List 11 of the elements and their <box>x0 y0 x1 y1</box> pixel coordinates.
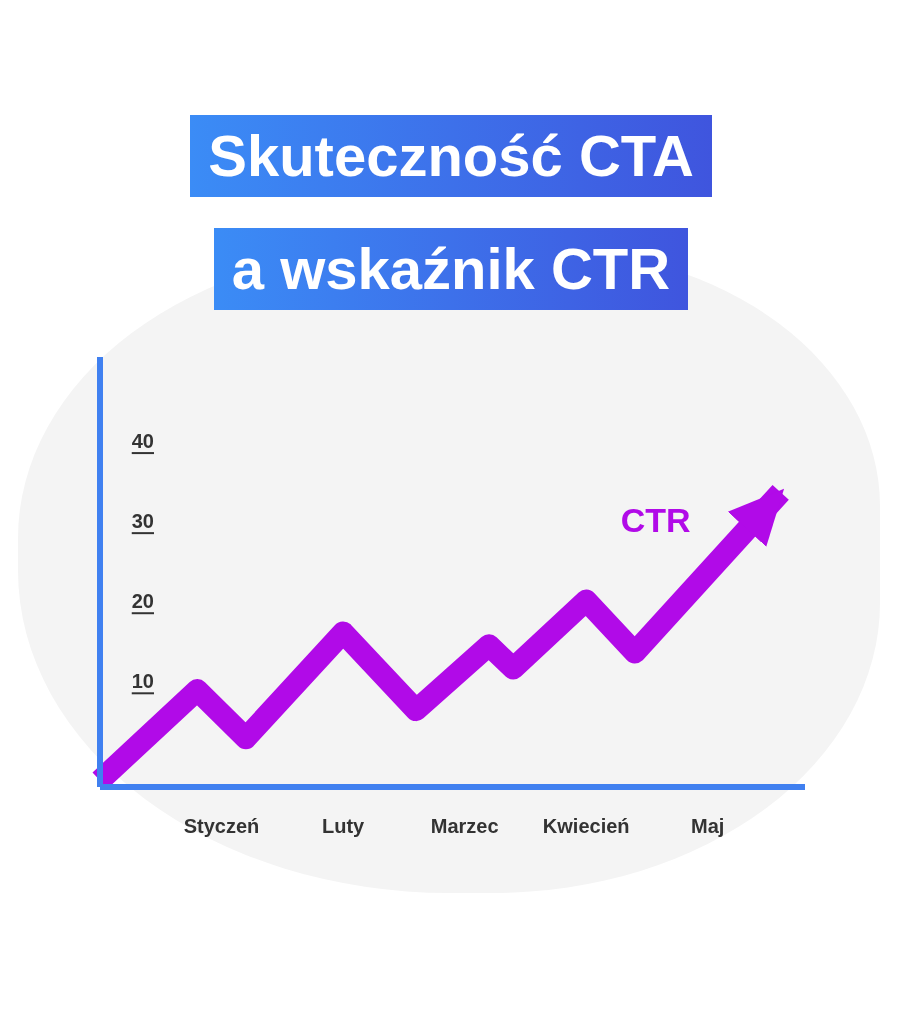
chart-title: Skuteczność CTA a wskaźnik CTR <box>207 122 695 303</box>
y-tick-label: 30 <box>131 510 154 533</box>
y-tick-label: 20 <box>131 590 154 613</box>
x-tick-label: Maj <box>691 815 725 838</box>
x-tick-label: Kwiecień <box>542 815 630 838</box>
x-tick-label: Styczeń <box>183 815 260 838</box>
x-tick-label: Marzec <box>430 815 499 838</box>
series-label: CTR <box>620 501 691 540</box>
x-tick-label: Luty <box>321 815 366 838</box>
y-tick-label: 10 <box>131 670 154 693</box>
y-tick-label: 40 <box>131 430 154 453</box>
